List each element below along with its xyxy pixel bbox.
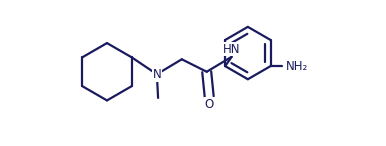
Text: N: N bbox=[152, 68, 161, 81]
Text: O: O bbox=[205, 98, 214, 111]
Text: NH₂: NH₂ bbox=[286, 60, 308, 73]
Text: HN: HN bbox=[223, 42, 240, 55]
